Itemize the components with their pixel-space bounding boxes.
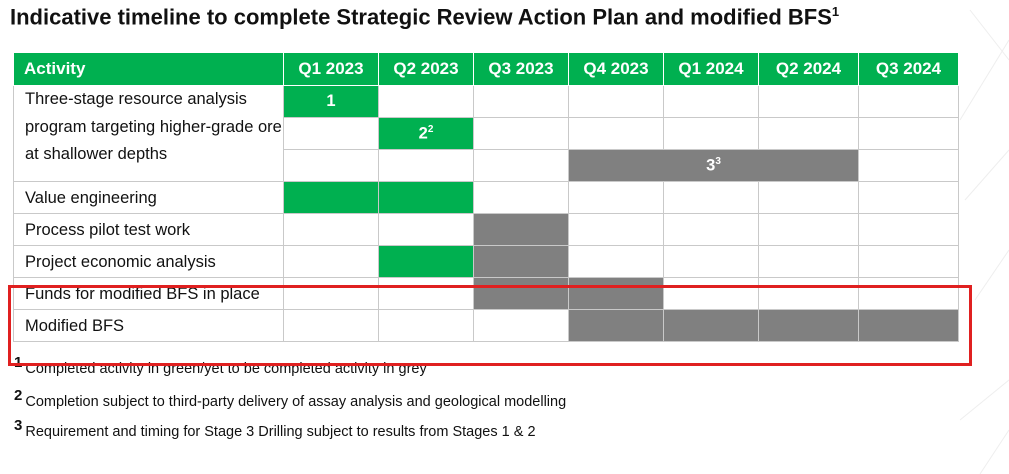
pending-cell — [568, 277, 664, 310]
table-row: 33 — [14, 149, 959, 182]
empty-cell — [378, 149, 474, 182]
activity-process-pilot: Process pilot test work — [13, 213, 284, 246]
stage-2-cell: 22 — [378, 117, 474, 150]
empty-cell — [283, 245, 379, 278]
activity-value-engineering: Value engineering — [13, 181, 284, 214]
stage-3-bar: 33 — [568, 149, 859, 182]
header-q3-2023: Q3 2023 — [473, 52, 569, 86]
pending-cell — [858, 309, 959, 342]
pending-cell — [663, 309, 759, 342]
header-q2-2023: Q2 2023 — [378, 52, 474, 86]
empty-cell — [663, 117, 759, 150]
empty-cell — [858, 85, 959, 118]
header-q4-2023: Q4 2023 — [568, 52, 664, 86]
empty-cell — [473, 149, 569, 182]
pending-cell — [568, 309, 664, 342]
empty-cell — [568, 181, 664, 214]
empty-cell — [283, 309, 379, 342]
empty-cell — [858, 181, 959, 214]
table-row: Funds for modified BFS in place — [13, 277, 959, 310]
table-row: Three-stage resource analysis program ta… — [13, 85, 959, 182]
timeline-table: Activity Q1 2023 Q2 2023 Q3 2023 Q4 2023… — [13, 52, 959, 342]
empty-cell — [568, 117, 664, 150]
empty-cell — [378, 85, 474, 118]
highlight-box — [8, 285, 972, 366]
empty-cell — [663, 277, 759, 310]
pending-cell — [758, 309, 859, 342]
empty-cell — [858, 213, 959, 246]
empty-cell — [663, 245, 759, 278]
empty-cell — [663, 85, 759, 118]
completed-cell — [283, 181, 379, 214]
empty-cell — [283, 117, 379, 150]
header-q1-2024: Q1 2024 — [663, 52, 759, 86]
table-row: Value engineering — [13, 181, 959, 214]
empty-cell — [858, 245, 959, 278]
title-footnote-marker: 1 — [831, 4, 840, 19]
empty-cell — [663, 181, 759, 214]
empty-cell — [473, 181, 569, 214]
empty-cell — [283, 149, 379, 182]
header-q3-2024: Q3 2024 — [858, 52, 959, 86]
activity-economic-analysis: Project economic analysis — [13, 245, 284, 278]
empty-cell — [858, 149, 959, 182]
empty-cell — [758, 117, 859, 150]
empty-cell — [758, 85, 859, 118]
page-title: Indicative timeline to complete Strategi… — [10, 4, 840, 30]
empty-cell — [568, 213, 664, 246]
empty-cell — [283, 277, 379, 310]
empty-cell — [758, 213, 859, 246]
empty-cell — [568, 85, 664, 118]
empty-cell — [473, 117, 569, 150]
activity-funds-bfs: Funds for modified BFS in place — [13, 277, 284, 310]
header-activity: Activity — [13, 52, 284, 86]
table-row: 22 — [14, 117, 959, 150]
pending-cell — [473, 245, 569, 278]
stage-1-cell: 1 — [283, 85, 379, 118]
completed-cell — [378, 245, 474, 278]
table-row: Process pilot test work — [13, 213, 959, 246]
empty-cell — [663, 213, 759, 246]
completed-cell — [378, 181, 474, 214]
empty-cell — [378, 213, 474, 246]
table-row: Modified BFS — [13, 309, 959, 342]
activity-modified-bfs: Modified BFS — [13, 309, 284, 342]
header-row: Activity Q1 2023 Q2 2023 Q3 2023 Q4 2023… — [13, 52, 959, 86]
empty-cell — [758, 181, 859, 214]
empty-cell — [858, 117, 959, 150]
footnote-2: 2 Completion subject to third-party deliv… — [14, 387, 567, 410]
empty-cell — [473, 85, 569, 118]
pending-cell — [473, 213, 569, 246]
table-row: Project economic analysis — [13, 245, 959, 278]
empty-cell — [378, 309, 474, 342]
activity-resource-analysis: Three-stage resource analysis program ta… — [13, 85, 284, 182]
footnote-3: 3 Requirement and timing for Stage 3 Dril… — [14, 417, 536, 440]
empty-cell — [283, 213, 379, 246]
header-q1-2023: Q1 2023 — [283, 52, 379, 86]
empty-cell — [758, 245, 859, 278]
empty-cell — [568, 245, 664, 278]
header-q2-2024: Q2 2024 — [758, 52, 859, 86]
